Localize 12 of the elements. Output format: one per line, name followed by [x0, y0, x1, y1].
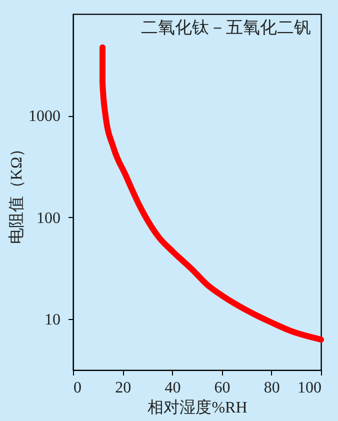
x-tick-label: 20: [115, 380, 132, 396]
x-tick-label: 60: [214, 380, 230, 396]
y-tick-label: 10: [44, 312, 60, 329]
y-tick-label: 100: [36, 210, 60, 227]
y-axis-title: 电阻值（KΩ）: [8, 140, 26, 244]
x-tick-label: 100: [298, 380, 322, 396]
x-tick-label: 40: [164, 380, 181, 396]
x-axis-title: 相对湿度%RH: [148, 398, 248, 416]
x-tick-label: 0: [74, 380, 82, 396]
chart-title: 二氧化钛－五氧化二钒: [141, 18, 311, 37]
x-tick-label: 80: [264, 380, 280, 396]
y-tick-label: 1000: [28, 108, 60, 126]
